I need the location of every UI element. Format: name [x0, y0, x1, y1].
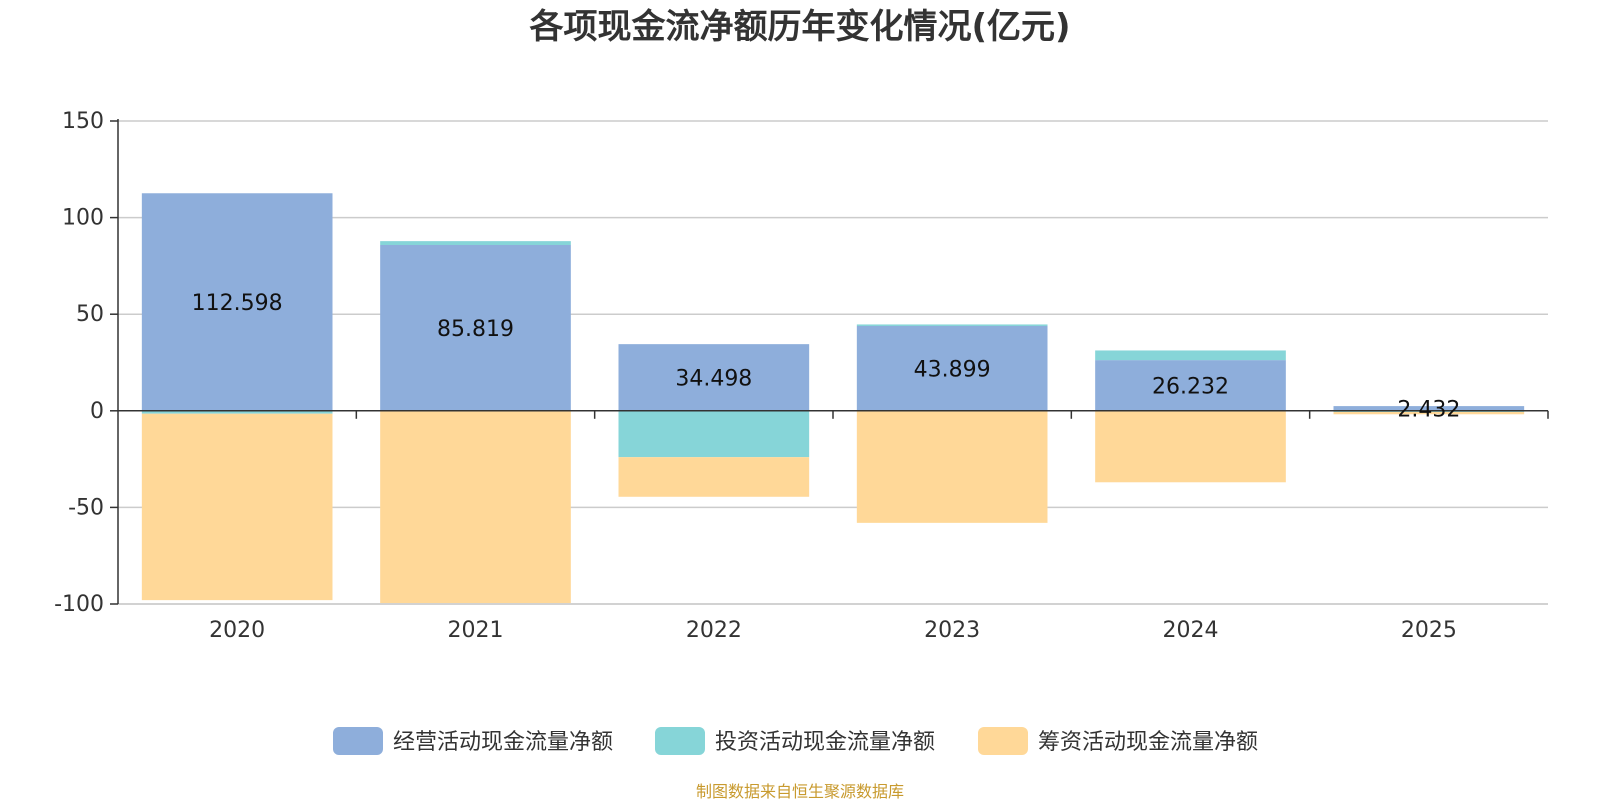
x-tick-label-2022: 2022 [686, 618, 742, 643]
x-tick-label-2025: 2025 [1401, 618, 1457, 643]
legend-label-0: 经营活动现金流量净额 [393, 730, 613, 755]
data-label-2022: 34.498 [675, 366, 752, 391]
y-tick-label-1: 100 [62, 206, 104, 231]
bar-2022-series-1[interactable] [618, 410, 810, 458]
axes: 150 100 50 0 -50 -100 2020 2021 2022 2023 2024 2025 [54, 109, 1549, 643]
bars [141, 193, 1525, 604]
x-tick-label-2021: 2021 [448, 618, 504, 643]
y-tick-label-4: -50 [68, 495, 104, 520]
data-label-2021: 85.819 [437, 317, 514, 342]
x-tick-label-2024: 2024 [1163, 618, 1219, 643]
x-tick-label-2020: 2020 [209, 618, 265, 643]
bar-2024-series-1[interactable] [1095, 350, 1286, 361]
bar-2023-series-0[interactable] [856, 325, 1048, 411]
y-tick-label-3: 0 [90, 399, 104, 424]
legend-item-1[interactable]: 投资活动现金流量净额 [655, 727, 935, 755]
data-label-2023: 43.899 [914, 357, 991, 382]
grid-lines [118, 120, 1548, 605]
bar-2020-series-2[interactable] [141, 413, 333, 601]
data-label-2020: 112.598 [192, 291, 283, 316]
bar-2020-series-0[interactable] [141, 193, 333, 411]
chart-title: 各项现金流净额历年变化情况(亿元) [529, 7, 1070, 47]
bar-2023-series-1[interactable] [856, 324, 1048, 326]
data-label-2024: 26.232 [1152, 374, 1229, 399]
data-label-2025: 2.432 [1397, 397, 1460, 422]
bar-2021-series-0[interactable] [380, 244, 571, 411]
legend-label-1: 投资活动现金流量净额 [715, 730, 935, 755]
bar-2021-series-2[interactable] [380, 410, 571, 604]
legend-swatch-2 [978, 727, 1028, 755]
bar-2025-series-2[interactable] [1333, 411, 1525, 415]
legend-item-0[interactable]: 经营活动现金流量净额 [333, 727, 613, 755]
bar-2022-series-0[interactable] [618, 344, 810, 411]
legend-swatch-0 [333, 727, 383, 755]
legend-swatch-1 [655, 727, 705, 755]
legend-label-2: 筹资活动现金流量净额 [1038, 730, 1258, 755]
bar-2021-series-1[interactable] [380, 241, 571, 245]
y-tick-label-0: 150 [62, 109, 104, 134]
legend-item-2[interactable]: 筹资活动现金流量净额 [978, 727, 1258, 755]
bar-2023-series-2[interactable] [856, 410, 1048, 523]
bar-2024-series-2[interactable] [1095, 410, 1286, 483]
x-tick-label-2023: 2023 [924, 618, 980, 643]
bar-2024-series-0[interactable] [1095, 360, 1286, 411]
bar-2025-series-0[interactable] [1333, 406, 1525, 411]
bar-2020-series-1[interactable] [141, 410, 333, 414]
y-tick-label-5: -100 [54, 592, 104, 617]
source-note: 制图数据来自恒生聚源数据库 [696, 782, 904, 800]
data-labels: 112.598 85.819 34.498 43.899 26.232 2.432 [192, 291, 1461, 422]
legend[interactable]: 经营活动现金流量净额 投资活动现金流量净额 筹资活动现金流量净额 [333, 727, 1258, 755]
y-tick-label-2: 50 [76, 302, 104, 327]
bar-2022-series-2[interactable] [618, 457, 810, 497]
